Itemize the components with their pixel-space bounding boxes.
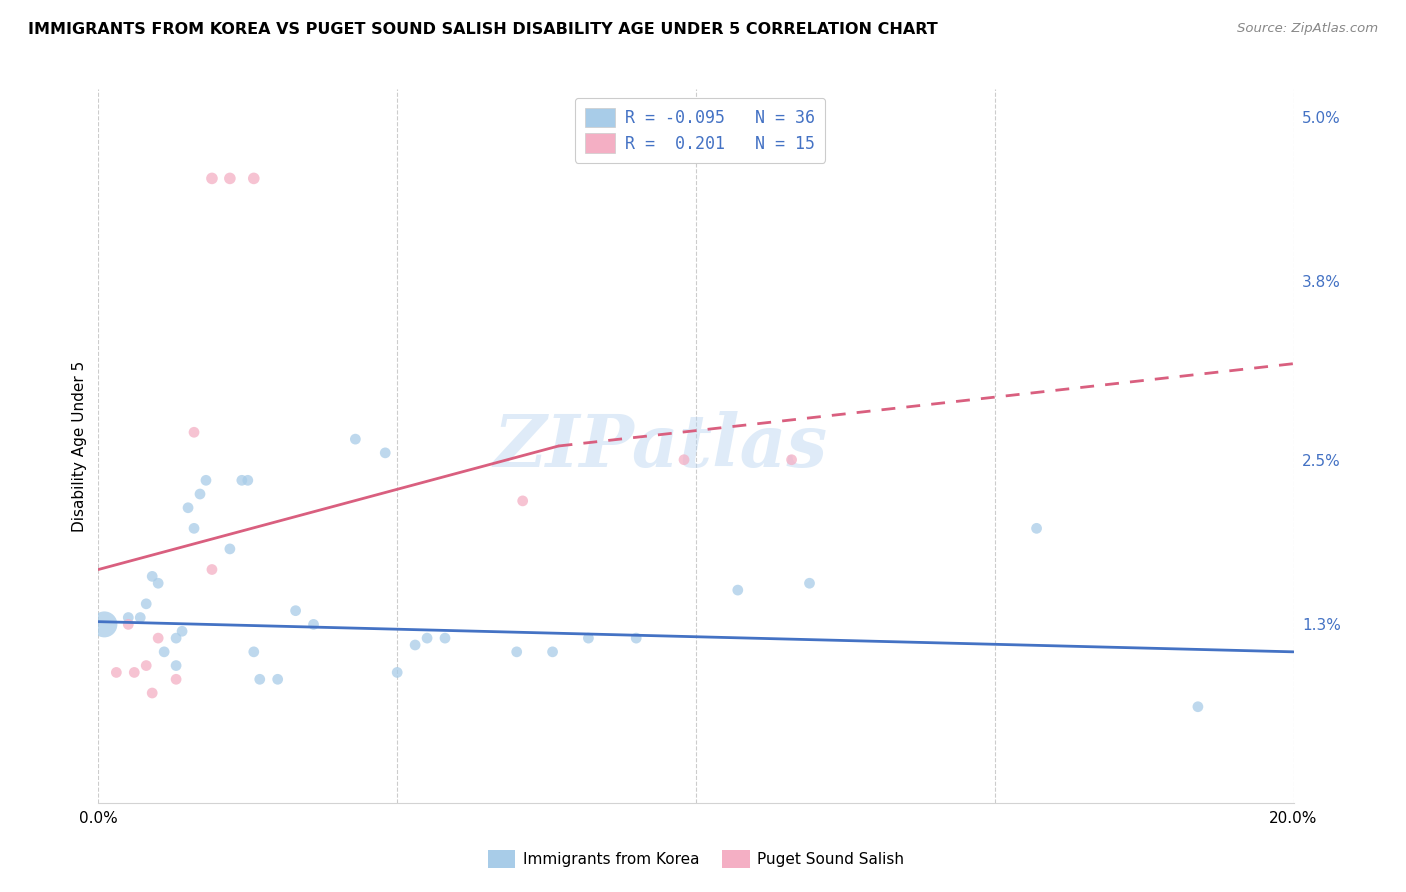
Point <box>165 631 187 645</box>
Point <box>541 645 564 659</box>
Point <box>302 617 325 632</box>
Point <box>117 617 139 632</box>
Point <box>780 452 803 467</box>
Point <box>236 473 259 487</box>
Point <box>195 473 218 487</box>
Point <box>416 631 439 645</box>
Point <box>183 521 205 535</box>
Point <box>243 645 266 659</box>
Point <box>374 446 396 460</box>
Legend: Immigrants from Korea, Puget Sound Salish: Immigrants from Korea, Puget Sound Salis… <box>481 844 911 873</box>
Point <box>105 665 128 680</box>
Point <box>117 610 139 624</box>
Point <box>201 562 224 576</box>
Point <box>506 645 529 659</box>
Point <box>135 597 157 611</box>
Point <box>219 541 242 556</box>
Point <box>231 473 253 487</box>
Point <box>141 569 163 583</box>
Point <box>153 645 176 659</box>
Point <box>135 658 157 673</box>
Point <box>165 658 187 673</box>
Point <box>165 673 187 687</box>
Point <box>183 425 205 440</box>
Point <box>1025 521 1047 535</box>
Point <box>385 665 409 680</box>
Point <box>799 576 821 591</box>
Point <box>177 500 200 515</box>
Point <box>219 171 242 186</box>
Point <box>243 171 266 186</box>
Text: Source: ZipAtlas.com: Source: ZipAtlas.com <box>1237 22 1378 36</box>
Point <box>434 631 457 645</box>
Point <box>284 604 307 618</box>
Point <box>188 487 211 501</box>
Text: ZIPatlas: ZIPatlas <box>494 410 827 482</box>
Point <box>727 583 749 598</box>
Point <box>626 631 648 645</box>
Point <box>344 432 367 446</box>
Point <box>201 171 224 186</box>
Y-axis label: Disability Age Under 5: Disability Age Under 5 <box>72 360 87 532</box>
Point <box>148 576 170 591</box>
Point <box>129 610 152 624</box>
Point <box>673 452 696 467</box>
Point <box>512 494 534 508</box>
Point <box>249 673 271 687</box>
Point <box>267 673 290 687</box>
Text: IMMIGRANTS FROM KOREA VS PUGET SOUND SALISH DISABILITY AGE UNDER 5 CORRELATION C: IMMIGRANTS FROM KOREA VS PUGET SOUND SAL… <box>28 22 938 37</box>
Point <box>404 638 426 652</box>
Point <box>93 617 115 632</box>
Point <box>141 686 163 700</box>
Point <box>124 665 146 680</box>
Point <box>172 624 194 639</box>
Point <box>148 631 170 645</box>
Point <box>578 631 600 645</box>
Point <box>1187 699 1209 714</box>
